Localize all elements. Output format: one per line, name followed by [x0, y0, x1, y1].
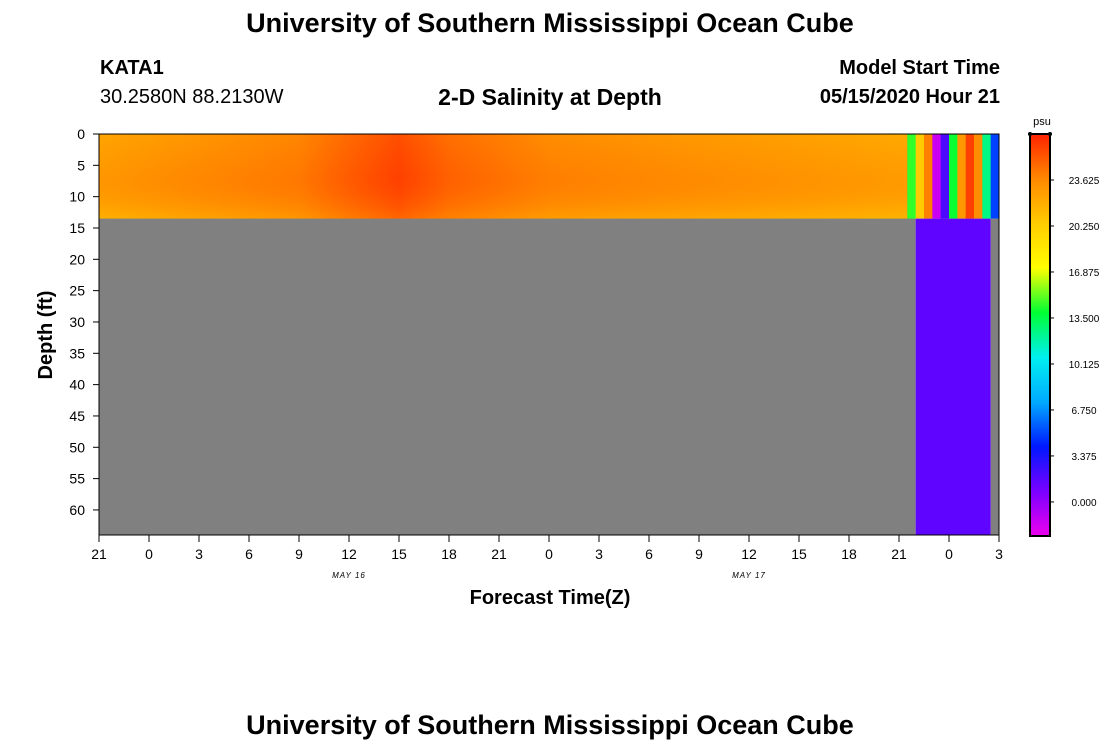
surface-salinity-strip: [957, 134, 967, 219]
y-tick-label: 55: [69, 471, 85, 487]
y-tick-label: 10: [69, 189, 85, 205]
x-tick-label: 15: [391, 546, 407, 562]
y-axis-title: Depth (ft): [35, 291, 57, 380]
x-tick-label: 6: [645, 546, 653, 562]
x-tick-label: 9: [695, 546, 703, 562]
y-tick-label: 40: [69, 377, 85, 393]
surface-salinity-strip: [982, 134, 992, 219]
x-tick-label: 12: [741, 546, 757, 562]
x-tick-label: 6: [245, 546, 253, 562]
surface-salinity-strip: [990, 134, 1000, 219]
x-tick-label: 3: [195, 546, 203, 562]
surface-salinity-strip: [907, 134, 917, 219]
x-axis: 21 0 3 6 9 12 15 18 21 0 3 6 9 12 15 18 21 0 3 MAY 16 MAY 17: [91, 535, 1003, 580]
chart-title: 2-D Salinity at Depth: [438, 84, 662, 110]
y-tick-label: 35: [69, 345, 85, 361]
colorbar-tick-label: 3.375: [1071, 452, 1096, 463]
x-tick-label: 21: [91, 546, 107, 562]
colorbar-tick-label: 16.875: [1069, 268, 1100, 279]
colorbar-tick-label: 10.125: [1069, 360, 1100, 371]
y-axis: 0 5 10 15 20 25 30 35 40 45 50 55 60: [69, 126, 99, 518]
x-tick-label: 18: [441, 546, 457, 562]
page-title-top: University of Southern Mississippi Ocean…: [246, 8, 854, 38]
surface-salinity-strip: [974, 134, 983, 219]
surface-salinity-strip: [915, 134, 925, 219]
x-tick-label: 3: [995, 546, 1003, 562]
y-tick-label: 20: [69, 251, 85, 267]
surface-salinity-shade: [99, 134, 908, 219]
y-tick-label: 25: [69, 283, 85, 299]
model-start-label: Model Start Time: [839, 57, 1000, 79]
station-coordinates: 30.2580N 88.2130W: [100, 86, 284, 108]
y-tick-label: 30: [69, 314, 85, 330]
no-data-region: [990, 218, 999, 535]
y-tick-label: 0: [77, 126, 85, 142]
x-tick-label: 3: [595, 546, 603, 562]
surface-salinity-strip: [932, 134, 942, 219]
x-tick-label: 9: [295, 546, 303, 562]
surface-salinity-strip: [940, 134, 950, 219]
colorbar: 23.625 20.250 16.875 13.500 10.125 6.750 3.375…: [1028, 132, 1100, 537]
x-tick-label: 18: [841, 546, 857, 562]
colorbar-scale: [1029, 133, 1051, 537]
y-tick-label: 15: [69, 220, 85, 236]
colorbar-tick-label: 13.500: [1069, 314, 1100, 325]
colorbar-tick-label: 6.750: [1071, 406, 1096, 417]
deep-salinity-layer: [915, 218, 991, 535]
colorbar-tick-label: 20.250: [1069, 222, 1100, 233]
x-tick-label: 0: [145, 546, 153, 562]
colorbar-unit: psu: [1033, 116, 1051, 128]
colorbar-tick-label: 23.625: [1069, 176, 1100, 187]
x-date-label: MAY 17: [732, 571, 766, 580]
x-date-label: MAY 16: [332, 571, 366, 580]
x-tick-label: 0: [545, 546, 553, 562]
colorbar-tick-label: 0.000: [1071, 498, 1096, 509]
surface-salinity-strip: [949, 134, 958, 219]
y-tick-label: 60: [69, 502, 85, 518]
station-id: KATA1: [100, 57, 164, 79]
surface-salinity-strip: [965, 134, 975, 219]
y-tick-label: 50: [69, 439, 85, 455]
colorbar-corner-marker: [1048, 132, 1052, 136]
colorbar-corner-marker: [1028, 132, 1032, 136]
surface-salinity-strip: [924, 134, 933, 219]
x-tick-label: 0: [945, 546, 953, 562]
page-title-bottom: University of Southern Mississippi Ocean…: [246, 710, 854, 740]
salinity-field: [99, 134, 1000, 535]
x-axis-title: Forecast Time(Z): [470, 587, 631, 609]
model-start-value: 05/15/2020 Hour 21: [819, 86, 1000, 108]
x-tick-label: 21: [891, 546, 907, 562]
y-tick-label: 45: [69, 408, 85, 424]
y-tick-label: 5: [77, 157, 85, 173]
x-tick-label: 21: [491, 546, 507, 562]
x-tick-label: 15: [791, 546, 807, 562]
x-tick-label: 12: [341, 546, 357, 562]
